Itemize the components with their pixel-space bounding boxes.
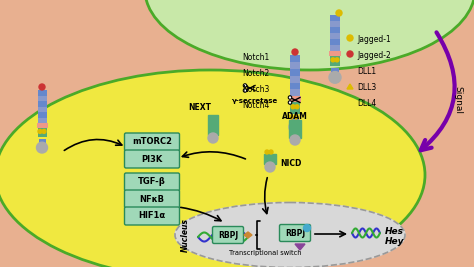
Bar	[330, 33, 340, 39]
Circle shape	[243, 89, 247, 92]
Bar	[330, 15, 340, 21]
Circle shape	[347, 51, 353, 57]
Polygon shape	[295, 244, 305, 250]
Bar	[37, 112, 46, 117]
Ellipse shape	[145, 0, 474, 70]
Text: HIF1α: HIF1α	[138, 211, 165, 221]
Bar	[290, 69, 300, 76]
Bar	[289, 120, 301, 138]
Bar	[37, 101, 46, 107]
Text: NICD: NICD	[280, 159, 301, 167]
Circle shape	[265, 150, 269, 154]
Bar	[208, 115, 218, 135]
Bar	[37, 96, 46, 101]
FancyBboxPatch shape	[212, 226, 244, 244]
FancyBboxPatch shape	[125, 173, 180, 191]
Circle shape	[243, 84, 247, 87]
Text: Jagged-1: Jagged-1	[357, 36, 391, 45]
Text: NFκB: NFκB	[139, 194, 164, 203]
Text: RBPJ: RBPJ	[285, 229, 305, 238]
Circle shape	[38, 129, 42, 134]
Circle shape	[335, 58, 339, 62]
Circle shape	[303, 225, 310, 231]
Circle shape	[42, 129, 46, 134]
Bar	[290, 102, 300, 113]
Text: Hes: Hes	[385, 226, 404, 235]
Bar	[37, 128, 46, 137]
Text: Hey: Hey	[385, 237, 404, 245]
Text: NEXT: NEXT	[189, 103, 211, 112]
Circle shape	[208, 133, 218, 143]
Bar	[290, 76, 300, 83]
FancyBboxPatch shape	[125, 133, 180, 151]
Bar	[330, 45, 340, 51]
Ellipse shape	[0, 70, 425, 267]
Bar	[291, 116, 299, 122]
Bar	[38, 139, 46, 143]
Circle shape	[347, 35, 353, 41]
Bar	[264, 154, 276, 164]
Text: Notch3: Notch3	[243, 85, 270, 95]
Circle shape	[336, 10, 342, 16]
Bar	[37, 117, 46, 123]
Bar	[37, 107, 46, 112]
Circle shape	[288, 101, 292, 104]
Ellipse shape	[329, 72, 341, 83]
Bar	[290, 83, 300, 89]
Text: RBPJ: RBPJ	[218, 230, 238, 239]
FancyBboxPatch shape	[125, 190, 180, 208]
Circle shape	[291, 105, 295, 109]
Circle shape	[39, 84, 45, 90]
Circle shape	[294, 115, 298, 119]
Bar	[330, 56, 340, 66]
Text: Notch2: Notch2	[243, 69, 270, 78]
Bar	[331, 68, 339, 73]
Circle shape	[295, 105, 299, 109]
Ellipse shape	[36, 142, 47, 153]
Text: TGF-β: TGF-β	[138, 178, 166, 187]
Text: Jagged-2: Jagged-2	[357, 52, 391, 61]
Text: DLL3: DLL3	[357, 84, 376, 92]
Circle shape	[269, 150, 273, 154]
Bar	[36, 123, 47, 128]
FancyBboxPatch shape	[280, 225, 310, 241]
Bar	[329, 51, 341, 56]
Polygon shape	[347, 84, 353, 89]
Text: Signal: Signal	[454, 86, 463, 114]
Circle shape	[290, 135, 300, 145]
FancyBboxPatch shape	[125, 207, 180, 225]
Circle shape	[292, 49, 298, 55]
Circle shape	[331, 58, 335, 62]
Text: Notch1: Notch1	[243, 53, 270, 62]
Text: ADAM: ADAM	[282, 112, 308, 121]
Polygon shape	[244, 232, 252, 238]
Bar	[37, 90, 46, 96]
Circle shape	[288, 96, 292, 99]
Text: PI3K: PI3K	[141, 155, 163, 163]
Bar	[330, 27, 340, 33]
Bar	[290, 55, 300, 62]
Text: Nucleus: Nucleus	[181, 218, 190, 252]
Text: mTORC2: mTORC2	[132, 138, 172, 147]
Bar	[290, 62, 300, 69]
FancyArrowPatch shape	[421, 32, 455, 150]
Text: Notch4: Notch4	[243, 101, 270, 111]
Ellipse shape	[289, 120, 301, 134]
Text: Transcriptional switch: Transcriptional switch	[229, 250, 301, 256]
Circle shape	[289, 115, 293, 119]
Bar	[330, 21, 340, 27]
Ellipse shape	[175, 202, 405, 267]
FancyBboxPatch shape	[125, 150, 180, 168]
Bar	[290, 89, 300, 96]
Circle shape	[265, 162, 275, 172]
Text: DLL1: DLL1	[357, 68, 376, 77]
Text: γ-secretase: γ-secretase	[232, 98, 278, 104]
Bar	[289, 96, 301, 102]
Text: DLL4: DLL4	[357, 100, 376, 108]
Bar	[330, 39, 340, 45]
